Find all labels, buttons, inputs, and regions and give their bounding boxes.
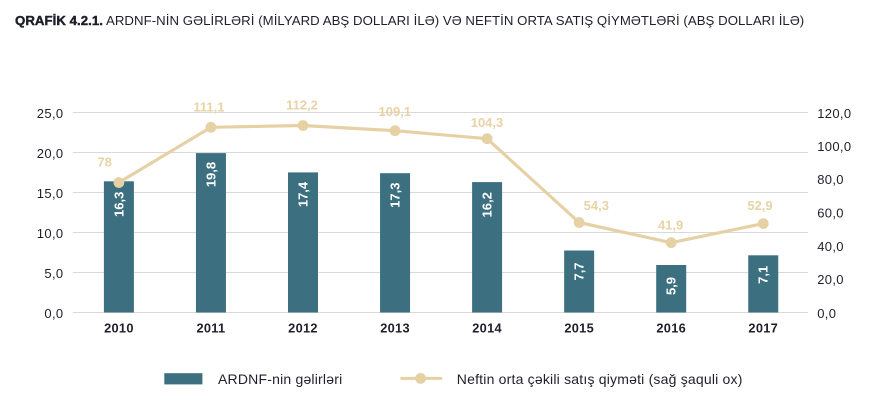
- svg-text:60,0: 60,0: [817, 206, 844, 221]
- svg-text:2016: 2016: [656, 321, 686, 336]
- svg-text:100,0: 100,0: [817, 139, 851, 154]
- svg-text:7,7: 7,7: [572, 262, 587, 280]
- svg-text:2013: 2013: [380, 321, 410, 336]
- svg-text:52,9: 52,9: [747, 198, 772, 213]
- svg-text:120,0: 120,0: [817, 106, 851, 121]
- svg-text:25,0: 25,0: [37, 106, 64, 121]
- svg-text:111,1: 111,1: [193, 99, 224, 114]
- svg-text:ARDNF-nin gəlirləri: ARDNF-nin gəlirləri: [218, 371, 342, 387]
- svg-text:20,0: 20,0: [37, 146, 64, 161]
- svg-text:112,2: 112,2: [286, 97, 318, 112]
- svg-text:104,3: 104,3: [471, 115, 504, 130]
- svg-text:Neftin orta çəkili satış qiymə: Neftin orta çəkili satış qiyməti (sağ şa…: [457, 371, 743, 387]
- svg-text:2010: 2010: [104, 321, 134, 336]
- svg-text:16,3: 16,3: [111, 192, 126, 217]
- svg-text:78: 78: [97, 154, 111, 169]
- svg-text:17,4: 17,4: [296, 181, 311, 207]
- svg-text:15,0: 15,0: [37, 186, 64, 201]
- svg-text:20,0: 20,0: [817, 272, 844, 287]
- svg-text:2015: 2015: [564, 321, 594, 336]
- svg-text:QRAFİK 4.2.1. ARDNF-NİN GƏLİRL: QRAFİK 4.2.1. ARDNF-NİN GƏLİRLƏRİ (MİLYA…: [15, 13, 804, 28]
- svg-text:80,0: 80,0: [817, 172, 844, 187]
- svg-text:5,9: 5,9: [664, 277, 679, 295]
- svg-text:41,9: 41,9: [658, 218, 683, 233]
- svg-text:7,1: 7,1: [756, 266, 771, 284]
- svg-text:54,3: 54,3: [584, 198, 609, 213]
- svg-text:0,0: 0,0: [817, 306, 836, 321]
- svg-text:2011: 2011: [196, 321, 225, 336]
- svg-text:2017: 2017: [748, 321, 778, 336]
- svg-text:19,8: 19,8: [203, 162, 218, 187]
- svg-text:10,0: 10,0: [37, 226, 64, 241]
- svg-text:109,1: 109,1: [379, 104, 412, 119]
- svg-text:2012: 2012: [288, 321, 318, 336]
- svg-text:40,0: 40,0: [817, 239, 844, 254]
- svg-text:0,0: 0,0: [44, 306, 63, 321]
- svg-text:16,2: 16,2: [480, 192, 495, 217]
- svg-text:17,3: 17,3: [388, 183, 403, 208]
- svg-text:5,0: 5,0: [44, 266, 63, 281]
- svg-text:2014: 2014: [472, 321, 502, 336]
